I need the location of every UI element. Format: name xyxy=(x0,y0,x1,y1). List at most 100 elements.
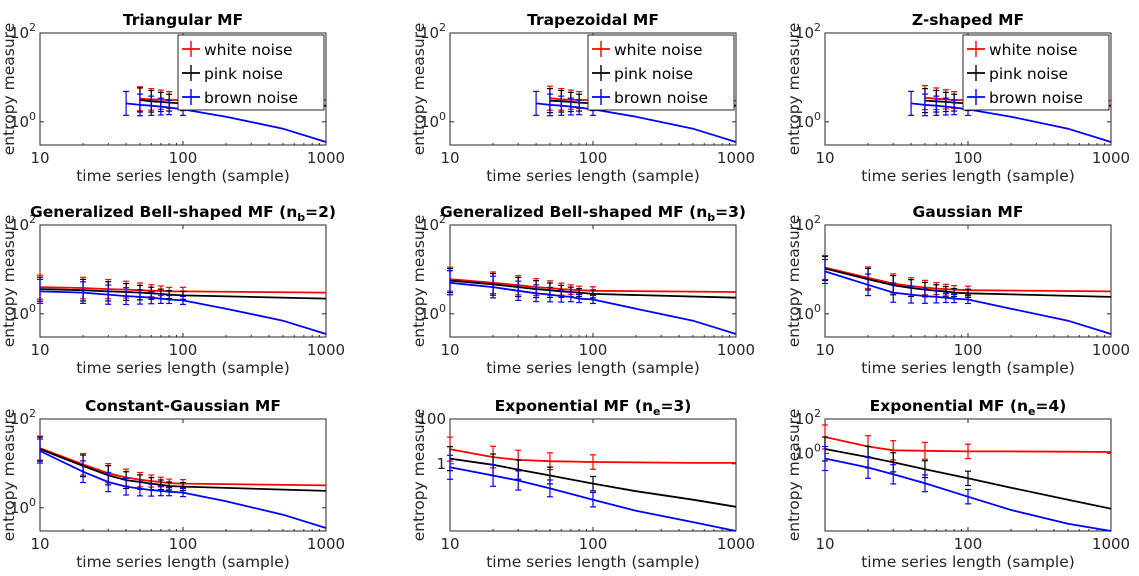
series-line-white-noise xyxy=(449,278,737,293)
subplot-8: 10 100 1000 1 100 Exponential MF (ne=3) time s… xyxy=(410,397,755,571)
x-tick-label: 100 xyxy=(579,149,608,167)
x-axis-label: time series length (sample) xyxy=(76,167,290,185)
x-tick-label: 10 xyxy=(440,149,459,167)
legend-box xyxy=(962,34,1110,111)
x-axis-label: time series length (sample) xyxy=(76,553,290,571)
x-tick-label: 1000 xyxy=(1092,149,1130,167)
subplot-title: Z-shaped MF xyxy=(912,11,1024,29)
legend-label: pink noise xyxy=(614,65,693,83)
series-line-white-noise xyxy=(39,447,327,487)
x-tick-label: 100 xyxy=(954,149,983,167)
legend-box xyxy=(177,34,325,111)
series-line-brown-noise xyxy=(449,466,737,532)
x-tick-label: 10 xyxy=(815,149,834,167)
x-tick-label: 10 xyxy=(815,341,834,359)
series-line-white-noise xyxy=(824,436,1112,453)
series-line-brown-noise xyxy=(449,281,737,335)
y-axis-label: entropy measure xyxy=(0,23,18,156)
y-axis-label: entropy measure xyxy=(410,215,428,348)
series-line-pink-noise xyxy=(449,279,737,299)
x-tick-label: 10 xyxy=(440,341,459,359)
x-tick-label: 10 xyxy=(30,341,49,359)
legend: white noise pink noise brown noise xyxy=(177,34,325,111)
x-axis-label: time series length (sample) xyxy=(861,167,1075,185)
x-tick-label: 1000 xyxy=(307,149,345,167)
series-line-brown-noise xyxy=(824,457,1112,532)
series-line-brown-noise xyxy=(824,270,1112,335)
series-line-white-noise xyxy=(39,286,327,294)
plot-area xyxy=(449,224,737,338)
x-tick-label: 1000 xyxy=(717,535,755,553)
subplot-title: Gaussian MF xyxy=(913,203,1024,221)
series-line-brown-noise xyxy=(39,290,327,335)
x-tick-label: 10 xyxy=(440,535,459,553)
y-axis-label: entropy measure xyxy=(410,23,428,156)
series-line-pink-noise xyxy=(39,288,327,300)
legend-label: white noise xyxy=(614,41,703,59)
x-tick-label: 1000 xyxy=(717,149,755,167)
x-tick-label: 100 xyxy=(954,535,983,553)
legend-label: pink noise xyxy=(989,65,1068,83)
x-tick-label: 100 xyxy=(169,535,198,553)
legend-label: pink noise xyxy=(204,65,283,83)
series-line-brown-noise xyxy=(39,450,327,529)
subplot-title: Exponential MF (ne=3) xyxy=(495,397,692,418)
legend-label: white noise xyxy=(204,41,293,59)
x-tick-label: 1000 xyxy=(717,341,755,359)
subplot-title: Triangular MF xyxy=(123,11,243,29)
legend-box xyxy=(587,34,735,111)
y-axis-label: entropy measure xyxy=(785,23,803,156)
series-line-pink-noise xyxy=(824,267,1112,298)
x-tick-label: 10 xyxy=(30,149,49,167)
legend-label: brown noise xyxy=(614,89,708,107)
series-line-white-noise xyxy=(449,448,736,464)
y-tick-label: 100 xyxy=(417,410,446,428)
x-tick-label: 100 xyxy=(169,341,198,359)
x-tick-label: 10 xyxy=(30,535,49,553)
y-axis-label: entropy measure xyxy=(410,409,428,542)
series-line-white-noise xyxy=(824,266,1112,293)
x-tick-label: 100 xyxy=(579,535,608,553)
x-tick-label: 100 xyxy=(954,341,983,359)
x-tick-label: 100 xyxy=(579,341,608,359)
x-tick-label: 100 xyxy=(169,149,198,167)
y-axis-label: entropy measure xyxy=(785,215,803,348)
subplot-title: Trapezoidal MF xyxy=(527,11,659,29)
x-axis-label: time series length (sample) xyxy=(486,553,700,571)
subplot-title: Exponential MF (ne=4) xyxy=(870,397,1067,418)
legend-label: white noise xyxy=(989,41,1078,59)
series-line-pink-noise xyxy=(39,448,327,492)
x-axis-label: time series length (sample) xyxy=(76,359,290,377)
legend-label: brown noise xyxy=(204,89,298,107)
x-tick-label: 1000 xyxy=(1092,341,1130,359)
x-tick-label: 1000 xyxy=(1092,535,1130,553)
y-axis-label: entropy measure xyxy=(785,409,803,542)
series-line-pink-noise xyxy=(824,448,1112,510)
subplot-title: Generalized Bell-shaped MF (nb=2) xyxy=(30,203,336,224)
y-axis-label: entropy measure xyxy=(0,215,18,348)
y-tick-label: 1 xyxy=(436,455,446,473)
legend-label: brown noise xyxy=(989,89,1083,107)
x-axis-label: time series length (sample) xyxy=(861,553,1075,571)
legend: white noise pink noise brown noise xyxy=(962,34,1110,111)
plot-area xyxy=(449,418,737,532)
subplot-title: Constant-Gaussian MF xyxy=(85,397,281,415)
subplot-title: Generalized Bell-shaped MF (nb=3) xyxy=(440,203,746,224)
x-tick-label: 1000 xyxy=(307,341,345,359)
series-line-pink-noise xyxy=(449,457,737,508)
x-axis-label: time series length (sample) xyxy=(486,359,700,377)
y-axis-label: entropy measure xyxy=(0,409,18,542)
x-axis-label: time series length (sample) xyxy=(861,359,1075,377)
x-axis-label: time series length (sample) xyxy=(486,167,700,185)
x-tick-label: 10 xyxy=(815,535,834,553)
x-tick-label: 1000 xyxy=(307,535,345,553)
